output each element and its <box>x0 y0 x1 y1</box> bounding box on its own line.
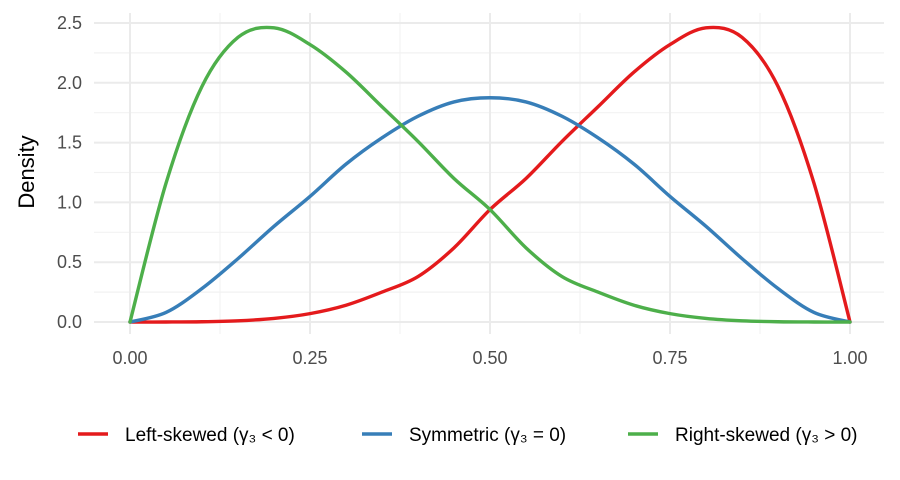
series-lines <box>128 25 852 324</box>
series-line-left-skewed <box>128 25 852 324</box>
x-tick-label: 0.75 <box>652 348 687 368</box>
series-line-symmetric <box>128 96 852 324</box>
y-tick-label: 1.5 <box>57 133 82 153</box>
grid <box>94 13 884 334</box>
legend-label-right-skewed: Right-skewed (γ₃ > 0) <box>675 425 858 446</box>
y-tick-label: 2.5 <box>57 13 82 33</box>
legend-label-symmetric: Symmetric (γ₃ = 0) <box>409 425 566 446</box>
y-tick-label: 0.5 <box>57 252 82 272</box>
x-tick-label: 0.00 <box>112 348 147 368</box>
legend: Left-skewed (γ₃ < 0) Symmetric (γ₃ = 0) Ri… <box>78 425 858 446</box>
tick-labels: 0.00 0.25 0.50 0.75 1.00 0.0 0.5 1.0 1.5 2.0 2.5 <box>57 13 868 368</box>
legend-label-left-skewed: Left-skewed (γ₃ < 0) <box>125 425 295 446</box>
x-tick-label: 1.00 <box>832 348 867 368</box>
y-tick-label: 1.0 <box>57 192 82 212</box>
y-tick-label: 2.0 <box>57 73 82 93</box>
x-tick-label: 0.25 <box>292 348 327 368</box>
series-line-right-skewed <box>128 25 852 324</box>
y-tick-label: 0.0 <box>57 312 82 332</box>
x-tick-label: 0.50 <box>472 348 507 368</box>
y-axis-title: Density <box>14 135 39 208</box>
